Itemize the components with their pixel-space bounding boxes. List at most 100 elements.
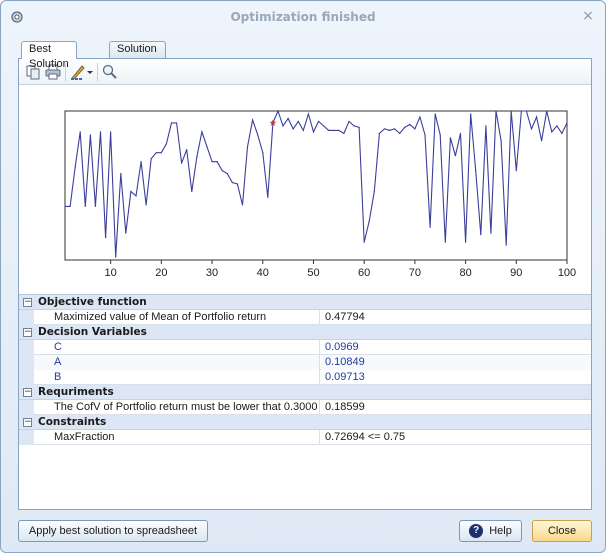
chart-svg: 10 20 30 40 50 60 70 80 90 100	[64, 109, 576, 279]
data-point	[566, 122, 568, 124]
x-tick-label: 50	[307, 267, 319, 279]
data-point	[338, 129, 340, 131]
data-point	[383, 128, 386, 130]
x-tick-label: 60	[358, 267, 370, 279]
data-point	[530, 128, 533, 130]
property-name: Maximized value of Mean of Portfolio ret…	[34, 310, 320, 325]
title-bar: Optimization finished ×	[1, 1, 605, 33]
property-row[interactable]: C 0.0969	[19, 340, 591, 355]
dropdown-arrow-icon[interactable]	[86, 63, 94, 81]
help-icon: ?	[469, 524, 484, 539]
data-point	[74, 167, 76, 169]
best-solution-marker	[269, 119, 277, 126]
data-point	[525, 110, 528, 112]
data-point	[454, 155, 457, 157]
chart-style-icon[interactable]	[69, 63, 87, 81]
data-point	[191, 190, 193, 193]
data-point	[221, 170, 223, 172]
category-header[interactable]: − Objective function	[19, 295, 591, 310]
zoom-icon[interactable]	[101, 63, 119, 81]
category-label: Requriments	[38, 386, 114, 398]
data-point	[485, 125, 487, 127]
category-header[interactable]: − Decision Variables	[19, 325, 591, 340]
collapse-toggle-icon[interactable]: −	[23, 297, 32, 307]
data-point	[520, 110, 522, 112]
data-point	[373, 190, 375, 193]
data-point	[236, 183, 239, 185]
solution-chart: 10 20 30 40 50 60 70 80 90 100	[19, 85, 591, 293]
apply-best-solution-button[interactable]: Apply best solution to spreadsheet	[18, 520, 208, 542]
data-point	[561, 132, 563, 134]
data-point	[89, 134, 91, 136]
data-point	[556, 125, 558, 127]
help-button[interactable]: ? Help	[459, 520, 522, 542]
row-gutter	[19, 355, 34, 370]
data-point	[201, 131, 203, 133]
data-point	[505, 244, 507, 246]
property-value: 0.47794	[325, 311, 365, 323]
data-point	[94, 205, 97, 207]
data-point	[135, 195, 137, 197]
property-value: 0.09713	[325, 371, 365, 383]
data-point	[510, 110, 512, 112]
data-point	[353, 125, 355, 127]
data-point	[241, 204, 244, 206]
x-tick-label: 10	[105, 267, 117, 279]
data-point	[145, 204, 147, 206]
property-row[interactable]: MaxFraction 0.72694 <= 0.75	[19, 430, 591, 445]
series-line	[65, 109, 568, 258]
category-header[interactable]: − Constraints	[19, 415, 591, 430]
property-value: 0.18599	[325, 401, 365, 413]
data-point	[541, 140, 543, 142]
toolbar-separator	[65, 63, 66, 81]
data-point	[211, 161, 213, 163]
close-button[interactable]: Close	[532, 520, 592, 542]
data-point	[252, 119, 254, 121]
x-tick-label: 70	[409, 267, 421, 279]
collapse-toggle-icon[interactable]: −	[23, 417, 32, 427]
data-point	[363, 241, 365, 243]
data-point	[312, 131, 315, 133]
property-row[interactable]: B 0.09713	[19, 370, 591, 385]
row-gutter	[19, 340, 34, 355]
data-point	[317, 120, 320, 123]
app-gear-icon	[11, 11, 23, 23]
data-point	[535, 116, 538, 118]
print-icon[interactable]	[44, 63, 62, 81]
data-point	[287, 117, 289, 120]
property-row[interactable]: Maximized value of Mean of Portfolio ret…	[19, 310, 591, 325]
property-name: A	[34, 355, 320, 370]
data-point	[282, 125, 284, 127]
x-axis: 10 20 30 40 50 60 70 80 90 100	[105, 260, 576, 279]
tab-best-solution[interactable]: Best Solution	[21, 41, 77, 70]
category-header[interactable]: − Requriments	[19, 385, 591, 400]
collapse-toggle-icon[interactable]: −	[23, 327, 32, 337]
category-label: Decision Variables	[38, 326, 147, 338]
property-value: 0.0969	[325, 341, 359, 353]
tab-solution-analysis[interactable]: Solution Analysis	[109, 41, 166, 70]
data-point	[140, 161, 142, 163]
data-point	[262, 152, 264, 154]
property-name: B	[34, 370, 320, 385]
collapse-toggle-icon[interactable]: −	[23, 387, 32, 397]
data-point	[459, 132, 462, 134]
data-point	[404, 126, 406, 128]
data-point	[120, 172, 122, 175]
data-point	[267, 196, 269, 199]
x-tick-label: 100	[558, 267, 576, 279]
window-title: Optimization finished	[230, 10, 376, 24]
data-point	[165, 143, 168, 145]
data-point	[546, 110, 548, 112]
data-point	[170, 122, 173, 124]
data-point	[439, 134, 441, 136]
copy-icon[interactable]	[24, 63, 42, 81]
row-gutter	[19, 310, 34, 325]
window-close-button[interactable]: ×	[582, 8, 594, 24]
property-row[interactable]: The CofV of Portfolio return must be low…	[19, 400, 591, 415]
help-button-label: Help	[489, 525, 512, 537]
property-row[interactable]: A 0.10849	[19, 355, 591, 370]
data-point	[160, 152, 162, 154]
data-point	[444, 241, 446, 243]
data-point	[480, 234, 482, 236]
data-point	[110, 131, 112, 133]
